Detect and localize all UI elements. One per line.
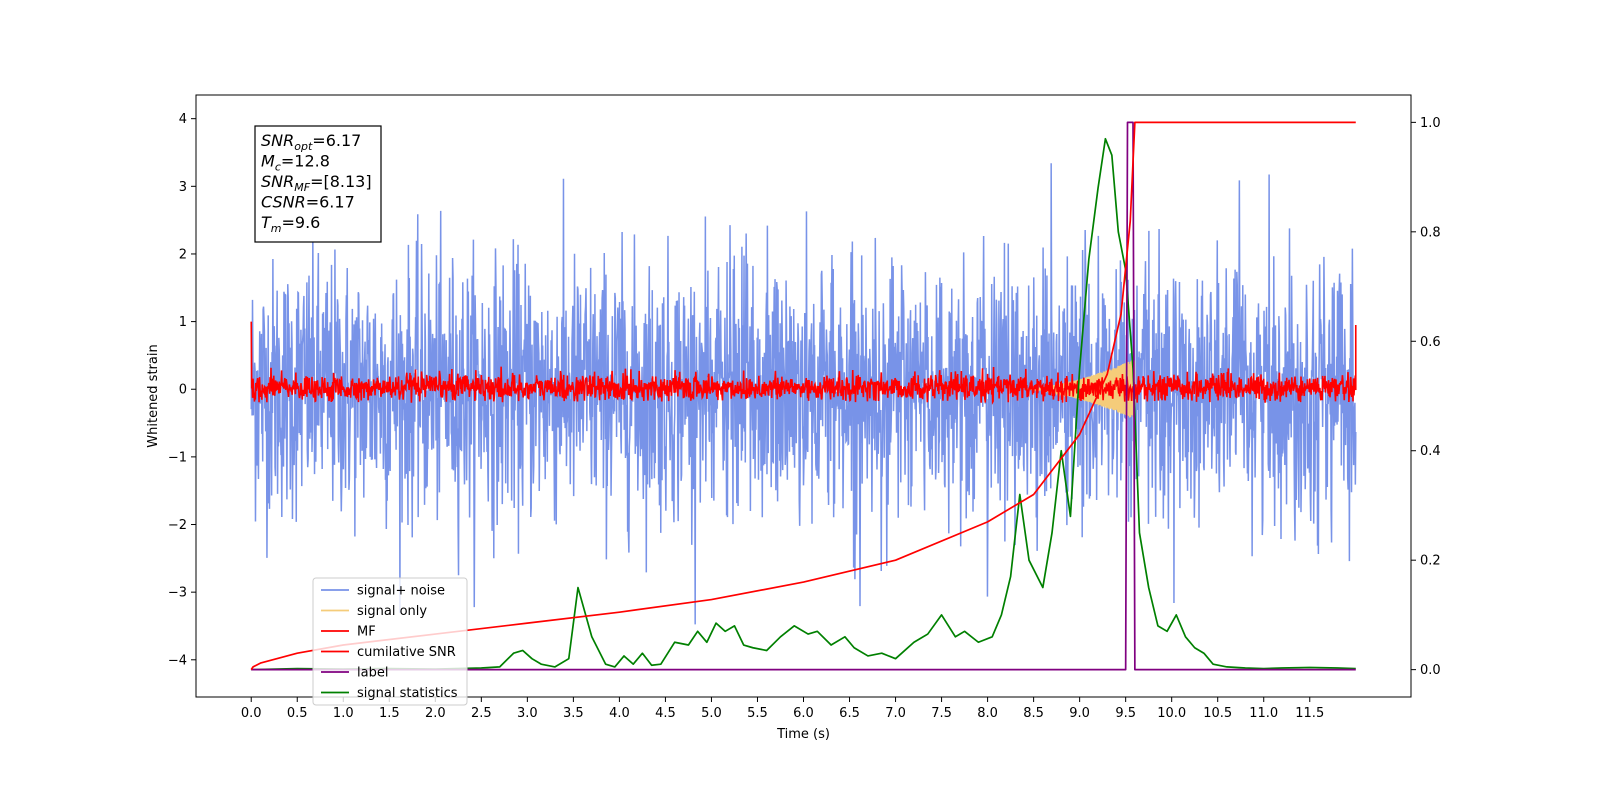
stats-line: Tm=9.6 (261, 213, 320, 235)
x-tick-label: 8.0 (977, 706, 998, 721)
x-tick-label: 3.0 (517, 706, 538, 721)
y-tick-label: −2 (168, 518, 187, 533)
x-tick-label: 9.5 (1115, 706, 1136, 721)
y-axis-label: Whitened strain (146, 344, 161, 447)
y-tick-label: −1 (168, 450, 187, 465)
y-tick-label: −3 (168, 586, 187, 601)
y-tick-label: −4 (168, 653, 187, 668)
legend-entry-label: signal+ noise (357, 584, 445, 599)
x-tick-label: 5.5 (747, 706, 768, 721)
x-tick-label: 11.0 (1249, 706, 1278, 721)
legend-entry-label: signal only (357, 604, 427, 619)
y-tick-label: 4 (179, 112, 187, 127)
y2-tick-label: 0.2 (1420, 554, 1441, 569)
y2-tick-label: 0.8 (1420, 225, 1441, 240)
y-tick-label: 3 (179, 180, 187, 195)
stats-line: Mc=12.8 (261, 152, 330, 174)
x-tick-label: 1.5 (379, 706, 400, 721)
y2-tick-label: 1.0 (1420, 116, 1441, 131)
stats-annotation-box: SNRopt=6.17Mc=12.8SNRMF=[8.13]CSNR=6.17T… (254, 125, 382, 243)
x-tick-label: 9.0 (1069, 706, 1090, 721)
x-tick-label: 0.0 (241, 706, 262, 721)
y2-tick-label: 0.6 (1420, 335, 1441, 350)
x-tick-label: 0.5 (287, 706, 308, 721)
y2-tick-label: 0.0 (1420, 663, 1441, 678)
stats-line: CSNR=6.17 (261, 193, 355, 212)
x-tick-label: 5.0 (701, 706, 722, 721)
series-signal-noise-line (250, 163, 1357, 625)
y-tick-label: 1 (179, 315, 187, 330)
x-tick-label: 10.5 (1203, 706, 1232, 721)
axes: 0.0 0.5 1.0 1.5 2.0 2.5 3.0 3.5 4.0 4.5 5.0 5.5 6.0 6… (146, 94, 1441, 742)
series-mf-line (250, 321, 1357, 405)
stats-line: SNRMF=[8.13] (261, 172, 372, 194)
x-tick-label: 1.0 (333, 706, 354, 721)
legend-frame (312, 577, 468, 706)
x-tick-label: 11.5 (1295, 706, 1324, 721)
x-tick-label: 6.5 (839, 706, 860, 721)
legend-entry-label: signal statistics (357, 686, 458, 701)
legend-entry-label: cumilative SNR (357, 645, 456, 660)
x-tick-label: 2.5 (471, 706, 492, 721)
x-tick-label: 8.5 (1023, 706, 1044, 721)
series-label-line (251, 121, 1356, 671)
plot-area (250, 121, 1357, 671)
legend-entry-label: label (357, 666, 388, 681)
y-tick-label: 0 (179, 383, 187, 398)
x-tick-label: 2.0 (425, 706, 446, 721)
x-tick-label: 3.5 (563, 706, 584, 721)
y-tick-label: 2 (179, 247, 187, 262)
y2-tick-label: 0.4 (1420, 444, 1441, 459)
stats-box-frame (254, 125, 382, 243)
series-signal-statistics-line (251, 137, 1356, 671)
x-tick-label: 7.0 (885, 706, 906, 721)
x-tick-label: 10.0 (1157, 706, 1186, 721)
legend-entry-label: MF (357, 625, 376, 640)
stats-line: SNRopt=6.17 (261, 131, 361, 153)
x-tick-label: 4.5 (655, 706, 676, 721)
x-tick-label: 6.0 (793, 706, 814, 721)
x-tick-label: 7.5 (931, 706, 952, 721)
x-axis-label: Time (s) (776, 727, 830, 742)
legend: signal+ noise signal only MF cumilative SNR… (312, 577, 468, 706)
x-tick-label: 4.0 (609, 706, 630, 721)
